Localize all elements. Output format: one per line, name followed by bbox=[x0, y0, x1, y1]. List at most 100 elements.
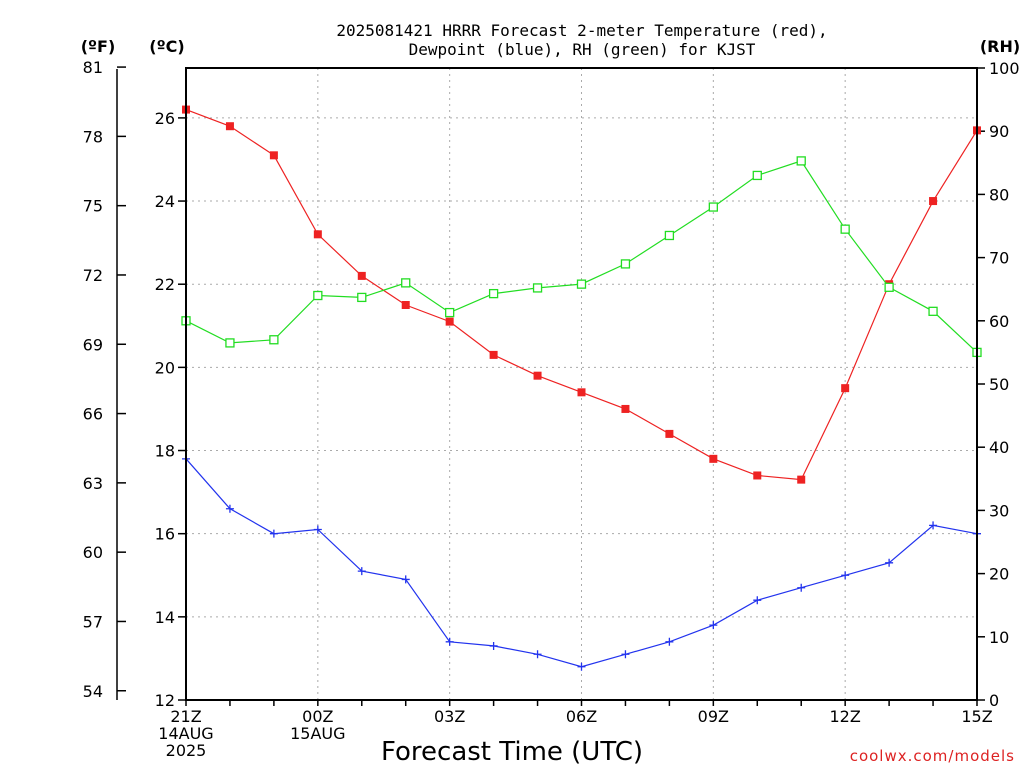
dewpoint-point bbox=[709, 621, 718, 630]
rh-unit-label: (RH) bbox=[980, 37, 1020, 56]
x-tick-label: 00Z bbox=[302, 707, 333, 726]
temperature-point bbox=[841, 384, 850, 393]
x-tick-label: 09Z bbox=[698, 707, 729, 726]
celsius-tick-label: 12 bbox=[155, 691, 175, 710]
rh-series bbox=[181, 156, 982, 358]
celsius-tick-label: 18 bbox=[155, 442, 175, 461]
dewpoint-point bbox=[929, 521, 938, 530]
rh-point bbox=[576, 279, 587, 289]
temperature-point bbox=[489, 350, 498, 359]
temperature-point bbox=[753, 471, 762, 480]
x-tick-label: 06Z bbox=[566, 707, 597, 726]
rh-point bbox=[401, 278, 411, 288]
rh-point bbox=[840, 224, 850, 234]
temperature-point bbox=[621, 404, 630, 413]
rh-axis: 0 10 20 30 40 50 60 70 80 90 100 bbox=[977, 59, 1020, 710]
rh-point bbox=[225, 338, 235, 348]
dewpoint-point bbox=[357, 567, 366, 576]
temperature-point bbox=[357, 271, 366, 280]
fahrenheit-tick-label: 78 bbox=[83, 127, 103, 146]
rh-tick-label: 90 bbox=[989, 122, 1009, 141]
dewpoint-point bbox=[269, 529, 278, 538]
rh-tick-label: 50 bbox=[989, 375, 1009, 394]
chart-title-line-1: 2025081421 HRRR Forecast 2-meter Tempera… bbox=[336, 21, 827, 40]
temperature-point bbox=[665, 429, 674, 438]
temperature-series bbox=[182, 105, 981, 484]
fahrenheit-tick-label: 57 bbox=[83, 612, 103, 631]
series-layer bbox=[181, 105, 982, 671]
x-tick-label: 15Z bbox=[961, 707, 992, 726]
dewpoint-series bbox=[182, 454, 981, 671]
x-tick-label: 12Z bbox=[830, 707, 861, 726]
rh-point bbox=[664, 230, 675, 241]
temperature-point bbox=[533, 371, 542, 380]
dewpoint-point bbox=[753, 596, 762, 605]
rh-point bbox=[796, 156, 806, 166]
temperature-point bbox=[797, 475, 806, 484]
dewpoint-point bbox=[665, 637, 674, 646]
temperature-point bbox=[401, 301, 410, 309]
chart-title-line-2: Dewpoint (blue), RH (green) for KJST bbox=[409, 40, 756, 59]
temperature-point bbox=[929, 197, 938, 206]
rh-point bbox=[928, 306, 938, 316]
dewpoint-point bbox=[313, 525, 322, 534]
temperature-point bbox=[313, 230, 322, 239]
dewpoint-point bbox=[797, 583, 806, 592]
rh-point bbox=[752, 170, 762, 181]
rh-point bbox=[708, 202, 718, 212]
dewpoint-point bbox=[225, 504, 234, 513]
rh-tick-label: 70 bbox=[989, 249, 1009, 268]
celsius-tick-label: 20 bbox=[155, 358, 175, 377]
dewpoint-point bbox=[401, 575, 410, 584]
plot-frame bbox=[185, 67, 978, 701]
celsius-tick-label: 24 bbox=[155, 192, 175, 211]
rh-tick-label: 0 bbox=[989, 691, 999, 710]
rh-point bbox=[884, 282, 894, 292]
temperature-point bbox=[269, 151, 278, 160]
fahrenheit-tick-label: 81 bbox=[83, 58, 103, 77]
rh-tick-label: 100 bbox=[989, 59, 1020, 78]
rh-point bbox=[532, 283, 543, 293]
fahrenheit-tick-label: 63 bbox=[83, 474, 103, 493]
rh-tick-label: 10 bbox=[989, 628, 1009, 647]
rh-point bbox=[620, 259, 631, 269]
x-axis-title: Forecast Time (UTC) bbox=[381, 737, 643, 767]
grid-lines bbox=[186, 68, 977, 701]
rh-point bbox=[313, 290, 323, 301]
fahrenheit-axis: 54 57 60 63 66 69 72 75 78 81 bbox=[83, 58, 126, 701]
dewpoint-point bbox=[841, 571, 850, 580]
celsius-tick-label: 22 bbox=[155, 275, 175, 294]
celsius-tick-label: 14 bbox=[155, 608, 175, 627]
dewpoint-point bbox=[577, 662, 586, 671]
celsius-axis: 12 14 16 18 20 22 24 26 bbox=[155, 109, 186, 710]
rh-point bbox=[269, 335, 279, 345]
temperature-point bbox=[445, 317, 454, 326]
credit-text: coolwx.com/models bbox=[850, 747, 1015, 765]
temperature-point bbox=[709, 454, 718, 463]
fahrenheit-tick-label: 72 bbox=[83, 266, 103, 285]
celsius-tick-label: 16 bbox=[155, 525, 175, 544]
rh-tick-label: 20 bbox=[989, 565, 1009, 584]
x-tick-label: 03Z bbox=[434, 707, 465, 726]
dewpoint-point bbox=[445, 637, 454, 646]
rh-point bbox=[445, 307, 455, 318]
fahrenheit-tick-label: 69 bbox=[83, 335, 103, 354]
dewpoint-point bbox=[533, 650, 542, 659]
fahrenheit-unit-label: (ºF) bbox=[81, 37, 116, 56]
rh-point bbox=[357, 292, 367, 303]
celsius-unit-label: (ºC) bbox=[149, 37, 184, 56]
rh-tick-label: 30 bbox=[989, 501, 1009, 520]
rh-tick-label: 80 bbox=[989, 185, 1009, 204]
temperature-point bbox=[577, 388, 586, 397]
fahrenheit-tick-label: 54 bbox=[83, 682, 103, 701]
x-tick-label: 21Z bbox=[170, 707, 201, 726]
rh-point bbox=[488, 288, 499, 299]
x-tick-label: 2025 bbox=[166, 741, 207, 760]
dewpoint-point bbox=[489, 641, 498, 650]
fahrenheit-tick-label: 60 bbox=[83, 543, 103, 562]
x-tick-label: 15AUG bbox=[290, 724, 345, 743]
temperature-point bbox=[225, 122, 234, 131]
dewpoint-point bbox=[885, 558, 894, 567]
